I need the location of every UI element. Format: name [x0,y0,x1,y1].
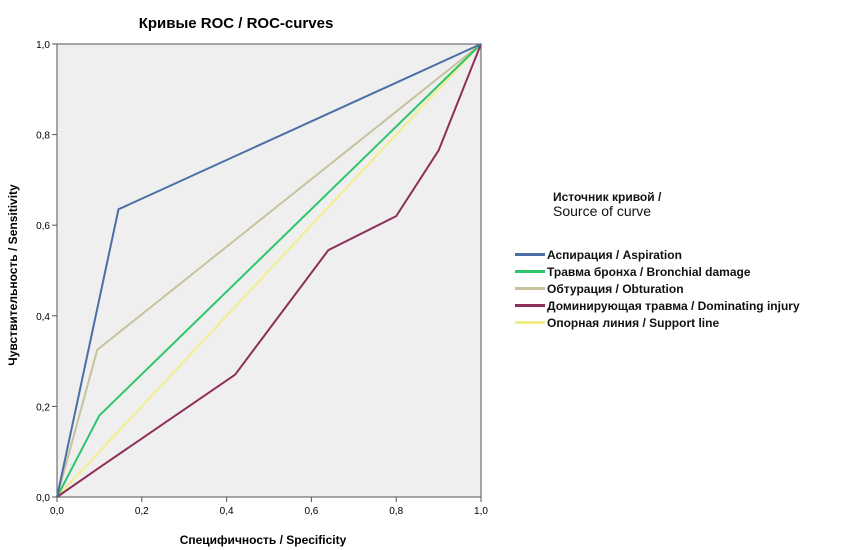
y-tick-label: 0,6 [36,221,50,232]
legend: Источник кривой / Source of curve Аспира… [515,190,800,331]
x-axis-label: Специфичность / Specificity [180,533,347,547]
series-line-0 [56,43,482,498]
legend-title-text: Источник кривой / [553,190,662,204]
legend-swatch [515,321,545,324]
y-tick-label: 0,2 [36,402,50,413]
legend-label: Аспирация / Aspiration [547,247,682,262]
x-tick-label: 0,2 [135,506,149,517]
legend-swatch [515,287,545,290]
series-lines [56,43,482,498]
legend-item: Травма бронха / Bronchial damage [515,263,800,280]
axis-ticks: 0,0 0,2 0,4 0,6 0,8 1,0 0,0 0,2 0,4 0,6 0,8 1,0 [36,40,488,517]
x-tick-label: 0,6 [304,506,318,517]
x-tick-label: 0,8 [389,506,403,517]
legend-label: Обтурация / Obturation [547,281,684,296]
y-tick-label: 0,8 [36,131,50,142]
series-line-3 [56,43,482,498]
legend-item: Аспирация / Aspiration [515,246,800,263]
legend-swatch [515,253,545,256]
legend-label: Травма бронха / Bronchial damage [547,264,751,279]
x-tick-label: 0,4 [220,506,234,517]
y-tick-label: 0,4 [36,312,50,323]
legend-items: Аспирация / Aspiration Травма бронха / Br… [515,246,800,331]
legend-item: Опорная линия / Support line [515,314,800,331]
legend-swatch [515,270,545,273]
chart-title: Кривые ROC / ROC-curves [139,15,334,32]
y-axis-label: Чувствительность / Sensitivity [6,184,20,366]
y-tick-label: 0,0 [36,493,50,504]
y-tick-label: 1,0 [36,40,50,51]
series-line-1 [56,43,482,498]
series-line-4 [56,43,482,498]
legend-title-subtext: Source of curve [553,203,652,219]
x-tick-label: 0,0 [50,506,64,517]
legend-label: Опорная линия / Support line [547,315,720,330]
legend-swatch [515,304,545,307]
x-tick-label: 1,0 [474,506,488,517]
series-line-2 [56,43,482,498]
legend-title: Источник кривой / Source of curve [553,190,800,218]
legend-item: Доминирующая травма / Dominating injury [515,297,800,314]
legend-label: Доминирующая травма / Dominating injury [547,298,800,313]
legend-item: Обтурация / Obturation [515,280,800,297]
